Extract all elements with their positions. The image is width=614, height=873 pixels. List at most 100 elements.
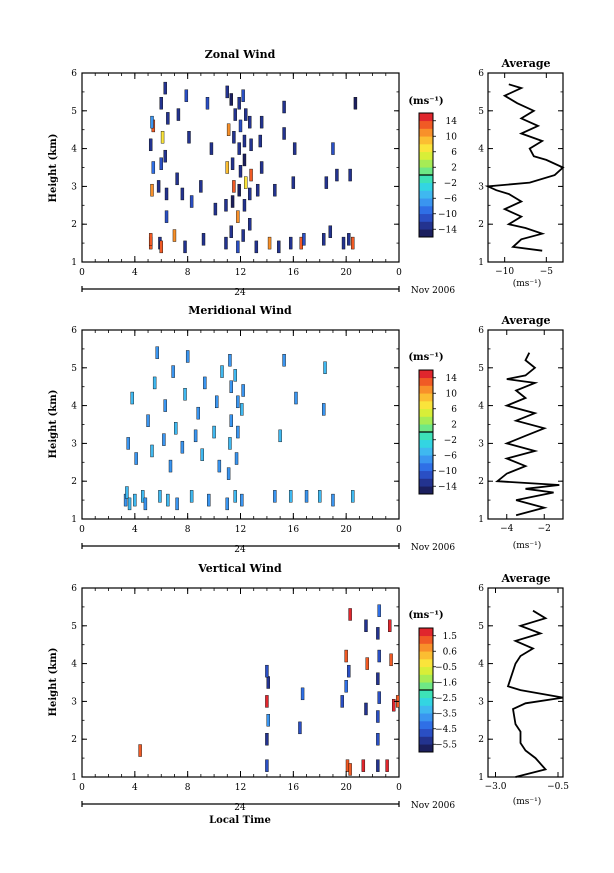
colorbar-swatch bbox=[419, 705, 433, 714]
heatmap-cell bbox=[220, 365, 224, 378]
heatmap-cell bbox=[224, 236, 228, 250]
colorbar-tick-label: 10 bbox=[446, 132, 458, 142]
heatmap-cell bbox=[148, 138, 153, 152]
x-tick-label: 4 bbox=[132, 525, 138, 535]
heatmap-cell bbox=[236, 240, 240, 254]
colorbar-tick-label: −6 bbox=[444, 451, 458, 461]
colorbar-swatch bbox=[419, 486, 433, 495]
heatmap-cell bbox=[184, 89, 189, 102]
y-tick-label: 5 bbox=[478, 107, 484, 117]
heatmap-cell bbox=[158, 490, 162, 503]
y-tick-label: 1 bbox=[71, 515, 77, 525]
y-tick-label: 1 bbox=[478, 773, 484, 783]
heatmap-cell bbox=[335, 168, 339, 182]
heatmap-cell bbox=[155, 346, 159, 359]
colorbar-swatch bbox=[419, 666, 433, 675]
heatmap-cell bbox=[225, 161, 229, 174]
heatmap-cell bbox=[248, 187, 252, 201]
y-tick-label: 2 bbox=[478, 735, 484, 745]
heatmap-cell bbox=[207, 493, 211, 507]
colorbar-tick-label: 6 bbox=[451, 148, 457, 158]
average-title: Average bbox=[500, 314, 550, 327]
heatmap-cell bbox=[185, 350, 190, 363]
x-tick-label: 12 bbox=[235, 268, 246, 278]
heatmap-cell bbox=[377, 604, 381, 617]
heatmap-cell bbox=[376, 672, 380, 685]
average-plot-frame bbox=[487, 72, 564, 263]
heatmap-cell bbox=[226, 467, 231, 480]
colorbar-swatch bbox=[419, 713, 433, 722]
heatmap-cell bbox=[265, 695, 269, 708]
colorbar-swatch bbox=[419, 651, 433, 660]
colorbar-swatch bbox=[419, 128, 433, 137]
colorbar-swatch bbox=[419, 167, 433, 176]
heatmap-cell bbox=[125, 486, 129, 499]
heatmap-cell bbox=[187, 131, 191, 144]
x-tick-label: 12 bbox=[235, 783, 246, 793]
heatmap-cell bbox=[238, 165, 243, 178]
heatmap-cell bbox=[162, 433, 166, 446]
y-tick-label: 1 bbox=[478, 515, 484, 525]
heatmap-cell bbox=[159, 240, 163, 254]
y-tick-label: 5 bbox=[478, 364, 484, 374]
y-axis-label: Height (km) bbox=[48, 390, 59, 459]
heatmap-cell bbox=[249, 168, 253, 182]
heatmap-cell bbox=[159, 97, 163, 110]
average-title: Average bbox=[500, 572, 550, 585]
y-tick-label: 4 bbox=[71, 145, 77, 155]
heatmap-cell bbox=[259, 161, 264, 174]
heatmap-cell bbox=[156, 180, 161, 193]
colorbar-swatch bbox=[419, 432, 433, 441]
heatmap-cell bbox=[259, 115, 264, 129]
heatmap-cell bbox=[232, 131, 236, 144]
colorbar-swatch bbox=[419, 151, 433, 160]
heatmap-cell bbox=[376, 733, 380, 746]
heatmap-cell bbox=[175, 172, 179, 186]
x-tick-label: 20 bbox=[340, 525, 352, 535]
heatmap-cell bbox=[130, 391, 134, 405]
month-label: Nov 2006 bbox=[411, 543, 455, 553]
heatmap-cell bbox=[377, 649, 381, 663]
heatmap-cell bbox=[189, 490, 194, 503]
colorbar-tick-label: 6 bbox=[451, 405, 457, 415]
heatmap-cell bbox=[236, 425, 240, 439]
y-tick-label: 1 bbox=[71, 258, 77, 268]
heatmap-cell bbox=[340, 695, 344, 708]
colorbar-tick-label: −5.5 bbox=[435, 740, 457, 750]
heatmap-cell bbox=[180, 440, 185, 454]
heatmap-cell bbox=[282, 127, 286, 140]
heatmap-cell bbox=[168, 459, 173, 473]
heatmap-cells bbox=[123, 346, 355, 511]
colorbar-tick-label: −1.6 bbox=[435, 678, 457, 688]
heatmap-cell bbox=[376, 710, 380, 723]
heatmap-cell bbox=[217, 459, 222, 473]
y-tick-label: 6 bbox=[71, 584, 77, 594]
heatmap-cell bbox=[348, 763, 352, 776]
heatmap-cell bbox=[240, 493, 244, 507]
y-tick-label: 3 bbox=[478, 697, 484, 707]
y-tick-label: 5 bbox=[71, 622, 77, 632]
average-profile-line bbox=[506, 609, 564, 778]
heatmap-cell bbox=[205, 97, 210, 110]
heatmap-cell bbox=[233, 490, 237, 503]
heatmap-cell bbox=[302, 233, 306, 246]
heatmap-cell bbox=[150, 444, 154, 458]
heatmap-cell bbox=[189, 195, 194, 208]
heatmap-cell bbox=[229, 414, 233, 427]
heatmap-cell bbox=[126, 437, 130, 450]
y-tick-label: 5 bbox=[71, 107, 77, 117]
y-tick-label: 2 bbox=[71, 735, 77, 745]
heatmap-cell bbox=[233, 108, 237, 121]
colorbar-tick-label: −0.5 bbox=[435, 663, 457, 673]
heatmap-cell bbox=[300, 687, 305, 701]
colorbar-swatch bbox=[419, 659, 433, 668]
y-tick-label: 4 bbox=[478, 145, 484, 155]
heatmap-cell bbox=[282, 354, 286, 367]
heatmap-cell bbox=[166, 493, 170, 507]
colorbar-swatch bbox=[419, 690, 433, 699]
colorbar-swatch bbox=[419, 136, 433, 145]
heatmap-cell bbox=[228, 437, 232, 450]
date-label: 24 bbox=[234, 288, 246, 298]
colorbar-swatch bbox=[419, 159, 433, 168]
